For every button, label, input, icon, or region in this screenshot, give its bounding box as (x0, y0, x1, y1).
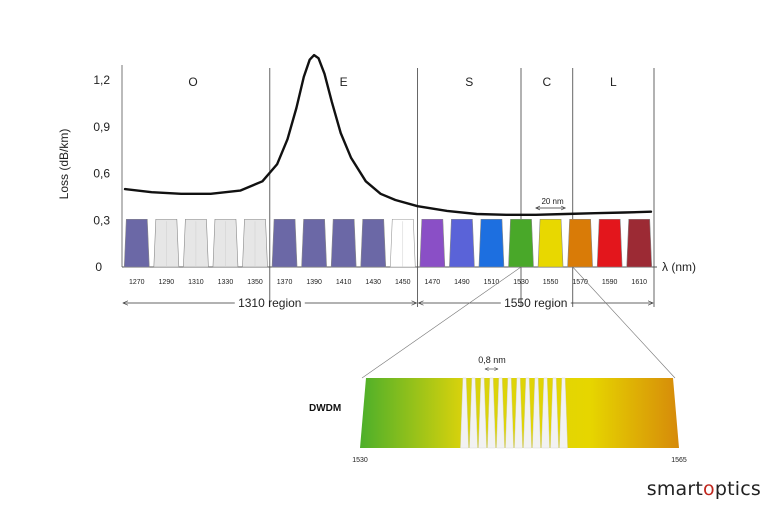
brand-prefix: smart (646, 478, 704, 500)
dwdm-channel (514, 377, 523, 449)
cwdm-channel-1510 (478, 218, 505, 268)
dwdm-channel (532, 377, 541, 449)
x-tick-label: 1510 (484, 279, 500, 286)
dwdm-channel (496, 377, 505, 449)
brand-suffix: ptics (714, 478, 761, 500)
attenuation-curve-group (123, 53, 653, 216)
dwdm-channel (550, 377, 559, 449)
x-tick-label: 1490 (454, 279, 470, 286)
cwdm-channels: 1270 1290 1310 1330 1350 1370 1390 1410 1430 1450… (123, 197, 653, 286)
dwdm-detail: 0,8 nm 1530 1565 (352, 266, 687, 464)
x-axis-label: λ (nm) (662, 260, 696, 274)
y-tick-label: 0,9 (93, 120, 110, 134)
x-tick-label: 1570 (572, 279, 588, 286)
cwdm-channel-1390 (301, 218, 327, 268)
brand-accent: o (703, 478, 715, 500)
cwdm-channel-1570 (567, 218, 593, 268)
region-label: 1310 region (238, 296, 301, 310)
x-tick-label: 1350 (247, 279, 263, 286)
y-tick-label: 0,6 (93, 167, 110, 181)
cwdm-channel-1370 (271, 218, 298, 268)
zoom-line-left (361, 266, 522, 379)
y-tick-label: 0 (95, 260, 102, 274)
cwdm-channel-1430 (360, 218, 387, 268)
attenuation-curve (123, 53, 653, 216)
x-tick-label: 1590 (602, 279, 618, 286)
brand-logo: smartoptics (647, 478, 761, 500)
zoom-line-right (572, 266, 676, 379)
dwdm-channel (460, 377, 469, 449)
x-tick-label: 1290 (159, 279, 175, 286)
x-tick-label: 1530 (513, 279, 529, 286)
dwdm-channel (487, 377, 496, 449)
dwdm-spacing-annotation: 0,8 nm (478, 355, 506, 365)
x-tick-label: 1410 (336, 279, 352, 286)
dwdm-end-label: 1565 (671, 457, 687, 464)
band-label-c: C (543, 75, 552, 89)
spacing-annotation: 20 nm (541, 197, 564, 206)
dwdm-channel (478, 377, 487, 449)
dwdm-channel (541, 377, 550, 449)
x-tick-label: 1610 (631, 279, 647, 286)
cwdm-channel-1590 (596, 218, 623, 268)
band-label-s: S (465, 75, 473, 89)
cwdm-channel-1470 (419, 218, 446, 268)
region-arrows: 1310 region 1550 region (123, 296, 653, 310)
x-tick-label: 1470 (425, 279, 441, 286)
band-label-o: O (188, 75, 197, 89)
x-tick-label: 1370 (277, 279, 293, 286)
dwdm-channel (559, 377, 568, 449)
dwdm-label: DWDM (309, 403, 342, 414)
x-tick-label: 1450 (395, 279, 411, 286)
cwdm-channel-1270 (123, 218, 150, 268)
cwdm-channel-1610 (626, 218, 653, 268)
x-tick-label: 1430 (365, 279, 381, 286)
x-tick-label: 1270 (129, 279, 145, 286)
cwdm-channel-1550 (537, 218, 564, 268)
cwdm-channel-1530 (508, 218, 534, 268)
y-tick-label: 1,2 (93, 73, 110, 87)
band-label-l: L (610, 75, 617, 89)
dwdm-start-label: 1530 (352, 457, 368, 464)
y-axis-label: Loss (dB/km) (57, 129, 71, 200)
x-tick-label: 1310 (188, 279, 204, 286)
x-tick-label: 1550 (543, 279, 559, 286)
dwdm-channel (469, 377, 478, 449)
region-label: 1550 region (504, 296, 567, 310)
x-tick-label: 1330 (218, 279, 234, 286)
band-label-e: E (340, 75, 348, 89)
cwdm-channel-1490 (449, 218, 475, 268)
y-tick-label: 0,3 (93, 213, 110, 227)
cwdm-channel-1410 (330, 218, 357, 268)
dwdm-channel (523, 377, 532, 449)
x-tick-label: 1390 (306, 279, 322, 286)
dwdm-channel (505, 377, 514, 449)
axes: 0 0,3 0,6 0,9 1,2 Loss (dB/km) λ (nm) (57, 65, 696, 274)
